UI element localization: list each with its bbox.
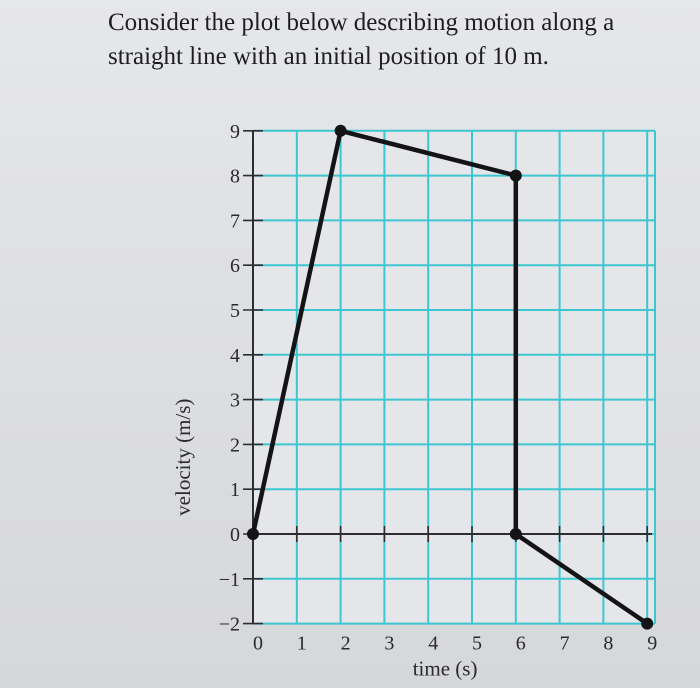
chart-axes: [243, 130, 652, 625]
data-point: [641, 617, 654, 630]
x-tick-label: 0: [253, 633, 263, 655]
y-tick-label: 8: [230, 166, 240, 188]
y-tick-label: −2: [219, 614, 240, 636]
data-point: [247, 528, 259, 540]
y-axis-label: velocity (m/s): [171, 399, 195, 516]
y-tick-label: −1: [219, 569, 240, 591]
y-tick-label: 1: [230, 479, 240, 501]
x-axis-label: time (s): [413, 657, 478, 681]
y-tick-label: 3: [230, 390, 240, 412]
x-tick-label: 4: [428, 633, 438, 655]
x-tick-label: 3: [384, 633, 394, 655]
x-tick-label: 6: [516, 633, 526, 655]
y-tick-label: 6: [230, 255, 240, 277]
data-point: [334, 124, 347, 137]
x-tick-label: 8: [603, 633, 613, 655]
y-tick-label: 5: [230, 300, 240, 322]
data-series: [247, 124, 654, 630]
x-tick-label: 9: [647, 633, 657, 655]
x-tick-label: 1: [297, 633, 307, 655]
data-point: [509, 528, 522, 540]
tick-labels: −2 −1 0 1 2 3 4 5 6 7 8 9 0 1 2 3 4 5 6 7 8 9: [219, 121, 657, 655]
y-tick-label: 2: [230, 434, 240, 456]
plot-area: [253, 130, 655, 624]
y-tick-label: 0: [230, 524, 240, 546]
x-tick-label: 5: [472, 633, 482, 655]
x-tick-label: 7: [560, 633, 570, 655]
y-tick-label: 7: [230, 210, 240, 232]
y-tick-label: 4: [230, 345, 240, 367]
data-point: [509, 169, 522, 182]
y-tick-label: 9: [230, 121, 240, 143]
question-text: Consider the plot below describing motio…: [108, 9, 615, 70]
chart-grid: [252, 129, 656, 625]
x-tick-label: 2: [341, 633, 351, 655]
